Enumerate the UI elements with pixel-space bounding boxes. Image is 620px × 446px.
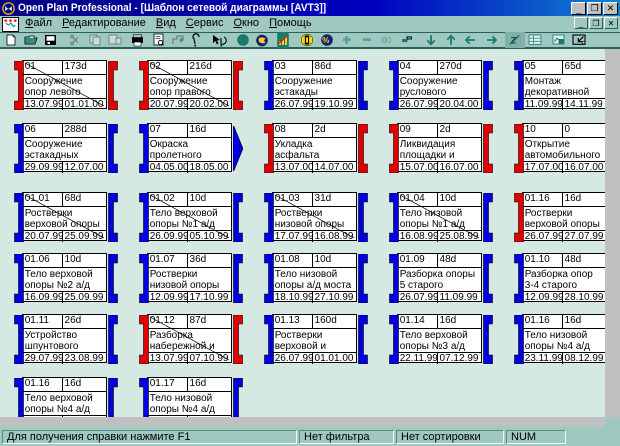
svg-text:%: % [322,36,329,45]
